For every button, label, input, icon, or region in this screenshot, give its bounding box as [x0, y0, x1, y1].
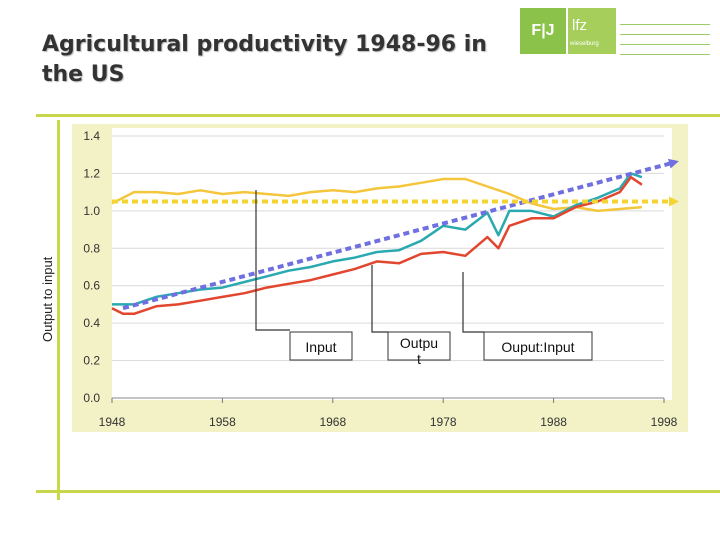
logo-text-lines	[620, 16, 710, 56]
y-tick-label: 1.2	[83, 166, 100, 180]
x-tick-label: 1998	[651, 415, 678, 429]
y-tick-label: 1.0	[83, 204, 100, 218]
y-tick-label: 1.4	[83, 129, 100, 143]
bottom-divider	[36, 490, 720, 493]
page-title: Agricultural productivity 1948-96 in the…	[42, 32, 487, 87]
callout-leader	[255, 190, 290, 331]
series-line-3	[111, 175, 643, 316]
logo-mark-fj: F|J	[520, 8, 566, 54]
left-divider	[57, 120, 60, 500]
fj-logo: F|J lfz wieselburg	[520, 8, 710, 56]
callout-box	[387, 331, 451, 361]
y-tick-label: 0.2	[83, 354, 100, 368]
trend-arrow	[122, 158, 679, 311]
callout-box	[289, 331, 353, 361]
top-divider	[36, 114, 720, 117]
series-label-2: Outpu t	[400, 335, 438, 367]
y-tick-label: 0.0	[83, 391, 100, 405]
x-tick-label: 1988	[540, 415, 567, 429]
x-tick-label: 1968	[319, 415, 346, 429]
y-tick-label: 0.8	[83, 241, 100, 255]
x-tick-label: 1948	[99, 415, 126, 429]
series-line-2	[112, 172, 643, 306]
x-tick-label: 1958	[209, 415, 236, 429]
series-label-1: Input	[305, 339, 336, 355]
logo-mark-lfz: lfz wieselburg	[568, 8, 616, 54]
series-line-1	[111, 177, 643, 213]
y-tick-label: 0.4	[83, 316, 100, 330]
callout-box	[483, 331, 593, 361]
series-label-3: Ouput:Input	[501, 339, 574, 355]
callout-leader	[462, 272, 484, 333]
callout-leader	[371, 265, 388, 333]
x-tick-label: 1978	[430, 415, 457, 429]
y-tick-label: 0.6	[83, 279, 100, 293]
